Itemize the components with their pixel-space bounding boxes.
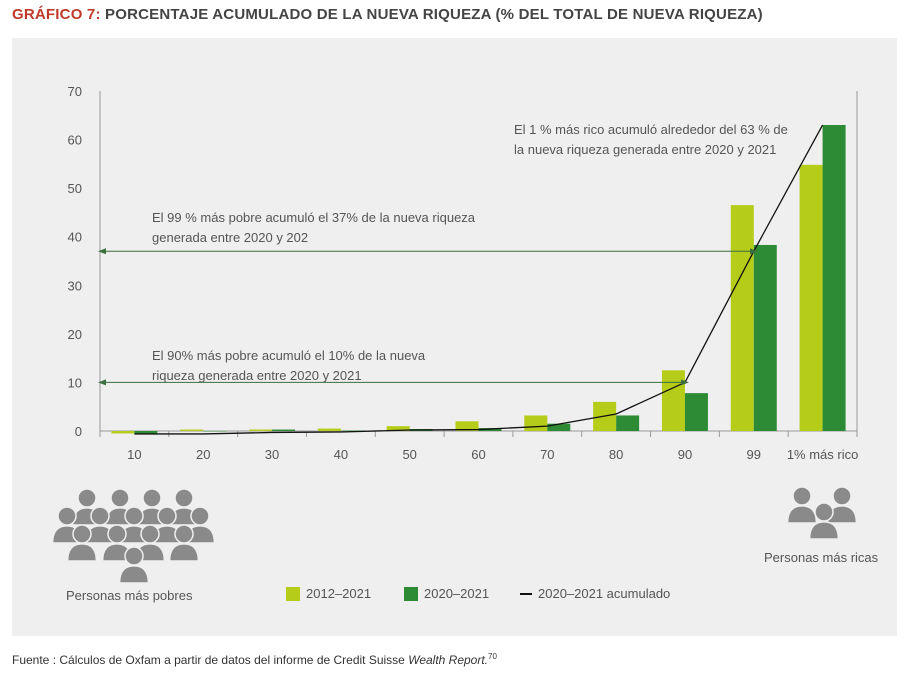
- people-group-icon: [168, 543, 200, 562]
- people-group-icon: [118, 565, 150, 584]
- people-group-icon: [124, 506, 144, 526]
- bar-2012-2021: [249, 429, 273, 431]
- y-tick-label: 30: [68, 278, 82, 293]
- source-footnote: 70: [488, 652, 497, 661]
- bar-2020-2021: [684, 393, 708, 431]
- y-tick-label: 20: [68, 327, 82, 342]
- people-group-icon: [66, 543, 98, 562]
- bar-2012-2021: [386, 426, 410, 431]
- legend-swatch: [404, 586, 418, 601]
- bar-2012-2021: [799, 164, 823, 431]
- y-tick-label: 40: [68, 230, 82, 245]
- people-small-group-icon: [786, 505, 818, 524]
- x-tick-label: 70: [540, 447, 554, 462]
- bar-2012-2021: [524, 415, 548, 431]
- y-tick-label: 0: [75, 424, 82, 439]
- cumulative-line: [134, 124, 824, 435]
- people-group-icon: [124, 546, 144, 566]
- title-prefix: GRÁFICO 7:: [12, 6, 101, 23]
- annotation-90pct: riqueza generada entre 2020 y 2021: [152, 368, 362, 383]
- bar-2012-2021: [180, 429, 204, 431]
- people-small-group-icon: [792, 486, 812, 506]
- y-tick-label: 70: [68, 84, 82, 99]
- annotation-top-1pct: la nueva riqueza generada entre 2020 y 2…: [514, 142, 776, 157]
- annotation-99pct: generada entre 2020 y 202: [152, 230, 308, 245]
- annotation-top-1pct: El 1 % más rico acumuló alrededor del 63…: [514, 122, 788, 137]
- legend-item-2012-2021: 2012–2021: [286, 586, 371, 601]
- annotation-99pct: El 99 % más pobre acumuló el 37% de la n…: [152, 210, 476, 225]
- people-small-group-icon: [814, 502, 834, 522]
- chart-svg: 0 10 20 30 40 50 60 70 10 20 30 40 50 60 70 80 90 99 1% má…: [51, 84, 859, 584]
- bar-2020-2021: [547, 423, 571, 431]
- x-tick-label: 20: [196, 447, 210, 462]
- x-tick-label: 10: [127, 447, 141, 462]
- x-tick-label: 90: [678, 447, 692, 462]
- y-tick-label: 60: [68, 133, 82, 148]
- bar-2020-2021: [616, 415, 640, 431]
- x-tick-label: 99: [747, 447, 761, 462]
- legend-item-acumulado: 2020–2021 acumulado: [520, 586, 670, 601]
- chart-title: GRÁFICO 7: PORCENTAJE ACUMULADO DE LA NU…: [12, 6, 763, 23]
- source-text: Fuente : Cálculos de Oxfam a partir de d…: [12, 653, 409, 667]
- source-note: Fuente : Cálculos de Oxfam a partir de d…: [12, 652, 497, 667]
- people-small-group-icon: [832, 486, 852, 506]
- bar-2020-2021: [134, 431, 158, 434]
- bar-2020-2021: [753, 244, 777, 431]
- bar-2020-2021: [340, 430, 364, 432]
- legend-item-2020-2021: 2020–2021: [404, 586, 489, 601]
- title-text: PORCENTAJE ACUMULADO DE LA NUEVA RIQUEZA…: [105, 6, 763, 23]
- bar-2020-2021: [203, 431, 227, 432]
- legend-line: [520, 592, 532, 595]
- x-tick-label: 80: [609, 447, 623, 462]
- people-group-icon: [190, 506, 210, 526]
- x-tick-label: 30: [265, 447, 279, 462]
- y-tick-label: 50: [68, 181, 82, 196]
- bar-2012-2021: [455, 421, 479, 431]
- people-group-icon: [140, 524, 160, 544]
- legend-label: 2020–2021: [424, 586, 490, 601]
- people-group-icon: [110, 488, 130, 508]
- people-group-icon: [174, 524, 194, 544]
- people-group-icon: [142, 488, 162, 508]
- people-group-icon: [174, 488, 194, 508]
- x-tick-label: 40: [334, 447, 348, 462]
- people-group-icon: [72, 524, 92, 544]
- bar-2020-2021: [272, 429, 296, 431]
- bar-2012-2021: [111, 431, 135, 434]
- people-small-group-icon: [808, 521, 840, 540]
- people-group-icon: [107, 524, 127, 544]
- left-caption: Personas más pobres: [66, 588, 193, 603]
- people-group-icon: [157, 506, 177, 526]
- legend-swatch: [286, 586, 300, 601]
- chart-panel: 0 10 20 30 40 50 60 70 10 20 30 40 50 60 70 80 90 99 1% má…: [12, 38, 897, 636]
- bar-2012-2021: [730, 205, 754, 431]
- people-group-icon: [90, 506, 110, 526]
- bar-2020-2021: [822, 125, 846, 431]
- right-caption: Personas más ricas: [764, 550, 879, 565]
- x-tick-label: 50: [402, 447, 416, 462]
- annotation-90pct: El 90% más pobre acumuló el 10% de la nu…: [152, 348, 426, 363]
- y-tick-label: 10: [68, 375, 82, 390]
- x-tick-label: 1% más rico: [787, 447, 859, 462]
- legend-label: 2012–2021: [306, 586, 372, 601]
- x-tick-label: 60: [471, 447, 485, 462]
- legend-label: 2020–2021 acumulado: [538, 586, 671, 601]
- source-italic: Wealth Report.: [408, 653, 489, 667]
- people-group-icon: [77, 488, 97, 508]
- bar-2012-2021: [317, 428, 341, 431]
- bar-2012-2021: [661, 370, 685, 431]
- people-group-icon: [57, 506, 77, 526]
